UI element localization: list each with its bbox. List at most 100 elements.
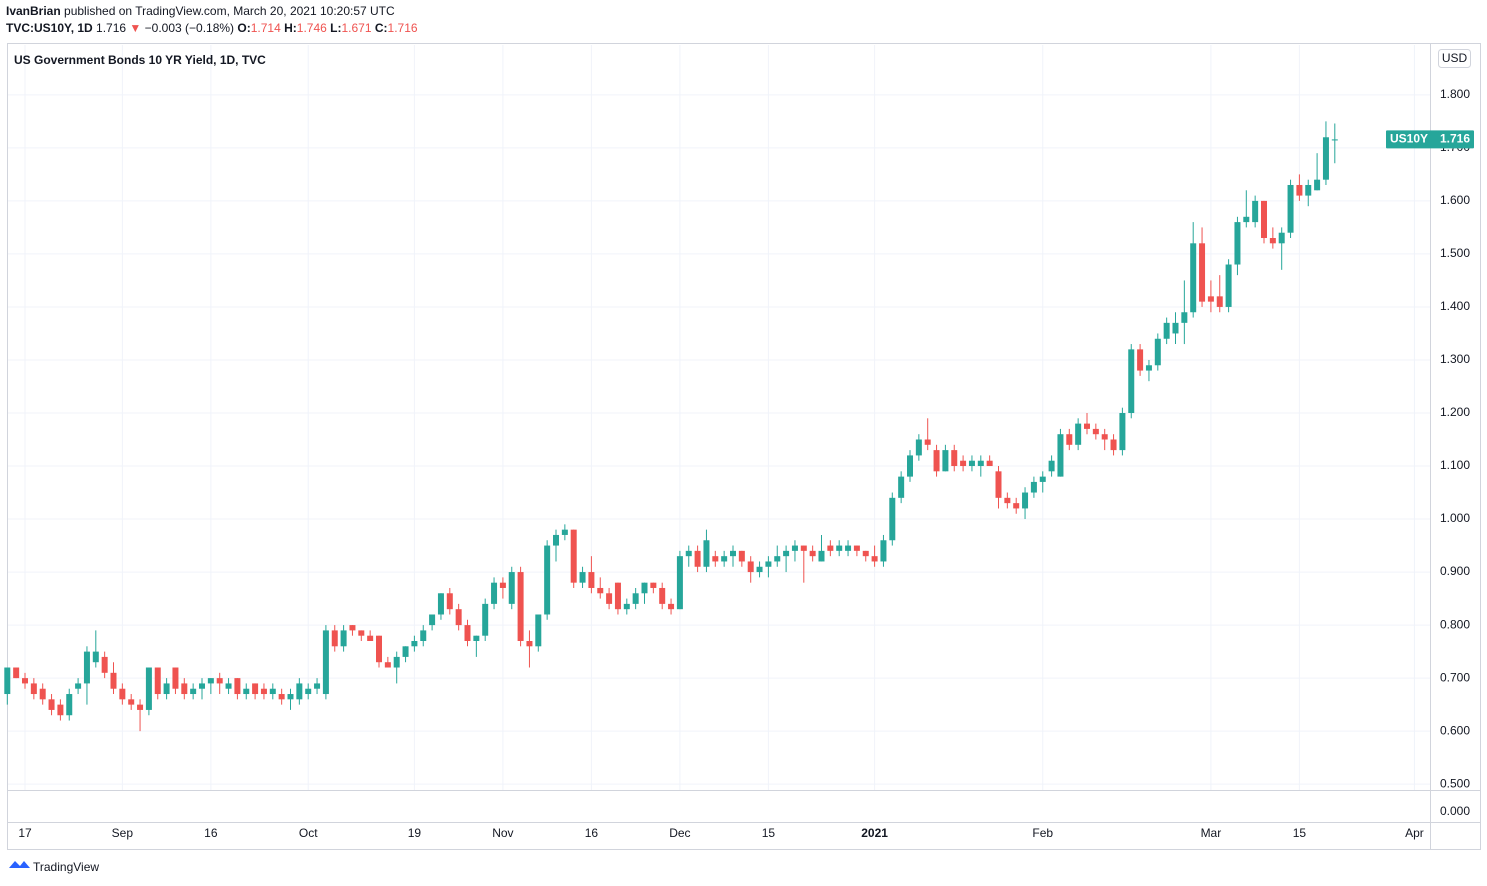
- candle-body: [668, 603, 675, 610]
- ohlc-value: 1.671: [342, 21, 372, 35]
- candle-body: [650, 582, 657, 588]
- candle-body: [39, 688, 46, 700]
- x-tick-label: Apr: [1405, 826, 1424, 840]
- candle-body: [367, 635, 374, 641]
- candle-body: [791, 545, 798, 551]
- arrow: ▼: [129, 21, 141, 35]
- candle-body: [986, 460, 993, 467]
- candle-body: [809, 550, 816, 557]
- candle-body: [712, 556, 719, 562]
- candle-body: [1305, 184, 1312, 196]
- candle-body: [1322, 137, 1329, 180]
- candle-body: [446, 593, 453, 610]
- candle-body: [181, 683, 188, 695]
- candle-body: [48, 699, 55, 710]
- candle-body: [75, 683, 82, 689]
- x-tick-label: Mar: [1201, 826, 1222, 840]
- candle-body: [269, 688, 276, 695]
- candle-body: [243, 688, 250, 695]
- candle-body: [260, 688, 267, 695]
- candle-body: [924, 439, 931, 445]
- candle-body: [190, 688, 197, 695]
- candle-body: [1163, 322, 1170, 339]
- candle-body: [305, 688, 312, 695]
- candle-body: [1119, 412, 1126, 451]
- candle-body: [110, 672, 117, 689]
- candle-body: [898, 476, 905, 498]
- candle-body: [738, 550, 745, 562]
- candle-body: [1092, 428, 1099, 435]
- candle-body: [287, 694, 294, 700]
- candle-body: [119, 688, 126, 700]
- candle-body: [694, 550, 701, 567]
- candle-body: [1066, 434, 1073, 445]
- candle-body: [491, 582, 498, 604]
- last-price: 1.716: [1440, 132, 1470, 146]
- y-tick-label: 1.100: [1440, 458, 1470, 472]
- candle-body: [429, 614, 436, 626]
- x-tick-label: Sep: [112, 826, 134, 840]
- candle-body: [561, 529, 568, 535]
- candle-body: [1145, 365, 1152, 371]
- y-tick-label: 0.700: [1440, 670, 1470, 684]
- x-tick-label: 16: [585, 826, 599, 840]
- candle-body: [1030, 481, 1037, 493]
- candle-body: [30, 683, 37, 695]
- x-tick-label: 16: [204, 826, 218, 840]
- candle-body: [499, 582, 506, 588]
- ohlc-label: C:: [375, 21, 388, 35]
- candle-body: [570, 529, 577, 583]
- candle-body: [623, 603, 630, 610]
- candle-body: [216, 678, 223, 684]
- candle-body: [473, 635, 480, 641]
- candle-body: [853, 545, 860, 551]
- candle-body: [384, 662, 391, 668]
- candle-body: [1269, 238, 1276, 244]
- candle-body: [535, 614, 542, 647]
- candle-body: [349, 625, 356, 631]
- candle-body: [1057, 434, 1064, 477]
- currency-button[interactable]: [1438, 49, 1471, 68]
- candle-body: [915, 439, 922, 456]
- candle-body: [1199, 243, 1206, 302]
- logo-icon: [9, 861, 30, 868]
- candle-body: [614, 582, 621, 610]
- candle-body: [960, 460, 967, 467]
- x-tick-label: 15: [1293, 826, 1307, 840]
- candle-body: [880, 540, 887, 562]
- candle-body: [721, 556, 728, 562]
- candle-body: [420, 630, 427, 641]
- candle-body: [225, 683, 232, 689]
- y-tick-label: 1.200: [1440, 405, 1470, 419]
- y-tick-label: 1.000: [1440, 511, 1470, 525]
- x-tick-label: Oct: [299, 826, 318, 840]
- candle-body: [597, 587, 604, 594]
- candle-body: [588, 572, 595, 588]
- candle-body: [234, 678, 241, 695]
- candle-body: [358, 630, 365, 636]
- candle-body: [1261, 200, 1267, 239]
- candle-body: [482, 603, 489, 636]
- y-tick-label: 0.600: [1440, 723, 1470, 737]
- y-tick-label: 1.300: [1440, 352, 1470, 366]
- chart-title: US Government Bonds 10 YR Yield, 1D, TVC: [14, 53, 266, 67]
- y-tick-label: 0.800: [1440, 617, 1470, 631]
- candle-body: [676, 556, 683, 610]
- candle-body: [871, 556, 878, 562]
- candle-body: [659, 587, 666, 604]
- candle-body: [252, 683, 259, 695]
- candle-body: [92, 651, 99, 663]
- change: −0.003 (−0.18%): [145, 21, 234, 35]
- x-tick-label: 15: [762, 826, 776, 840]
- candle-body: [340, 630, 347, 647]
- candle-body: [968, 460, 975, 467]
- x-tick-label: Nov: [492, 826, 513, 840]
- candle-body: [579, 572, 586, 583]
- candle-body: [508, 572, 515, 604]
- currency[interactable]: USD: [1442, 51, 1468, 65]
- last-price-badge: [1386, 130, 1474, 149]
- candle-body: [818, 550, 825, 562]
- x-tick-label: Feb: [1032, 826, 1053, 840]
